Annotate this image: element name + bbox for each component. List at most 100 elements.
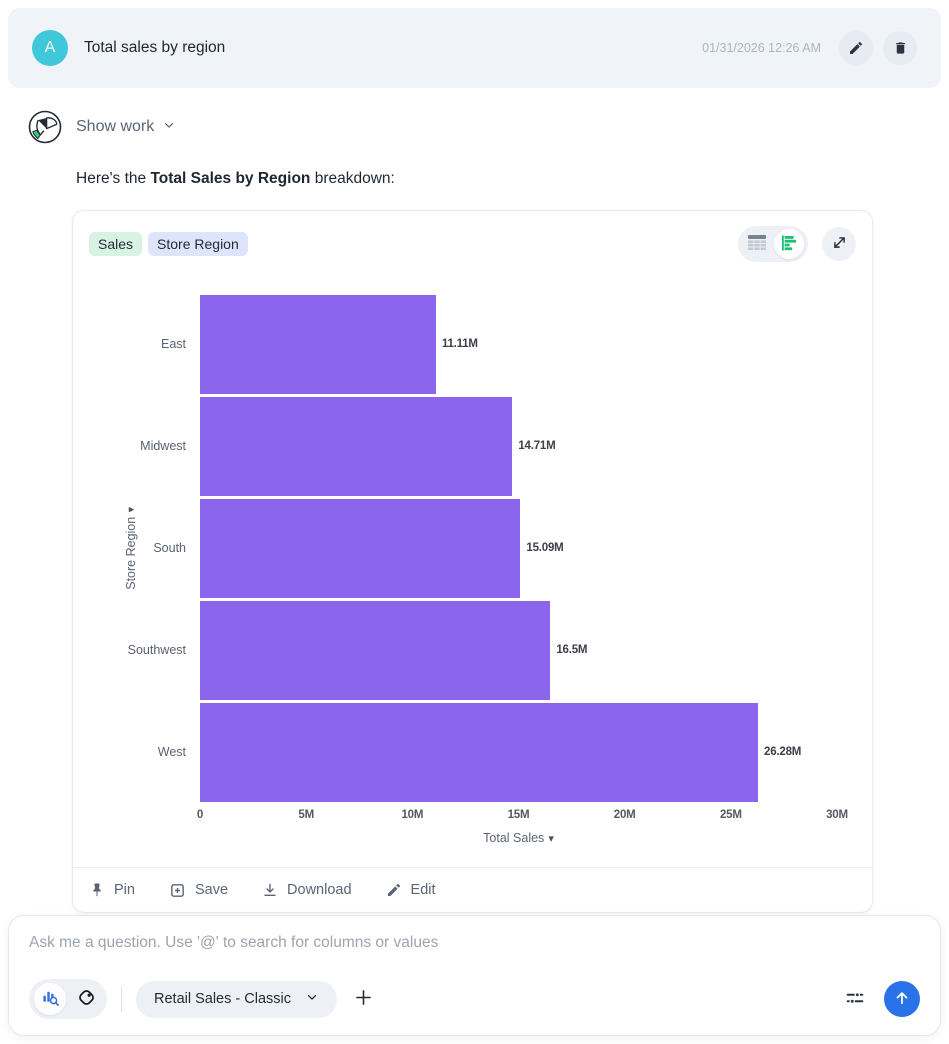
timestamp: 01/31/2026 12:26 AM (702, 41, 821, 55)
chart-row: East 11.11M (89, 293, 856, 395)
x-tick-label: 10M (401, 809, 424, 821)
expand-icon (831, 234, 848, 254)
download-icon (262, 882, 278, 898)
y-axis-title[interactable]: Store Region▸ (124, 458, 138, 638)
delete-button[interactable] (883, 31, 917, 65)
question-composer: Retail Sales - Classic (8, 915, 941, 1036)
chart-row: Midwest 14.71M (89, 395, 856, 497)
chart-search-icon (41, 988, 60, 1010)
category-label: West (157, 745, 186, 759)
pin-icon (89, 882, 105, 898)
category-label: South (153, 541, 186, 555)
x-axis-title-text: Total Sales (483, 831, 545, 845)
edit-pencil-icon (386, 882, 402, 898)
tag-store-region[interactable]: Store Region (148, 232, 248, 256)
x-tick-label: 30M (826, 809, 848, 821)
category-label: East (160, 337, 186, 351)
arrow-up-icon (893, 989, 911, 1010)
spotter-atom-icon (76, 987, 97, 1011)
show-work-button[interactable]: Show work (76, 118, 176, 137)
table-view-button[interactable] (742, 229, 772, 259)
viz-type-toggle (738, 226, 808, 262)
x-axis: Total Sales ▾ (89, 827, 856, 851)
bar-southwest[interactable] (200, 600, 551, 700)
pin-label: Pin (114, 882, 135, 898)
composer-controls: Retail Sales - Classic (29, 979, 920, 1019)
chevron-down-icon (162, 118, 176, 137)
bar-midwest[interactable] (200, 396, 513, 496)
save-label: Save (194, 882, 229, 898)
x-tick-label: 20M (613, 809, 636, 821)
value-label: 26.28M (764, 746, 802, 758)
mode-toggle (29, 979, 107, 1019)
save-icon (169, 882, 186, 899)
dataset-label: Retail Sales - Classic (154, 991, 291, 1007)
category-label: Southwest (127, 643, 186, 657)
x-axis-title[interactable]: Total Sales ▾ (200, 827, 837, 851)
assistant-message: Here's the Total Sales by Region breakdo… (76, 170, 941, 188)
table-icon (747, 234, 767, 254)
chart-view-button[interactable] (774, 229, 804, 259)
x-axis-menu-icon: ▾ (548, 833, 554, 845)
save-button[interactable]: Save (169, 882, 228, 899)
message-text: Here's the (76, 170, 151, 187)
x-axis-ticks: 0 5M 10M 15M 20M 25M 30M (89, 803, 856, 827)
chart-rows: East 11.11M Midwest 14.71M South 15.09M Southw… (89, 293, 856, 803)
send-button[interactable] (884, 981, 920, 1017)
tag-sales[interactable]: Sales (89, 232, 143, 256)
preferences-button[interactable] (844, 987, 866, 1012)
download-button[interactable]: Download (262, 882, 352, 898)
download-label: Download (287, 882, 352, 898)
value-label: 15.09M (526, 542, 564, 554)
header-actions: 01/31/2026 12:26 AM (702, 31, 917, 65)
card-header: Sales Store Region (89, 226, 856, 262)
bar-west[interactable] (200, 702, 758, 802)
x-tick-label: 5M (298, 809, 314, 821)
dataset-selector[interactable]: Retail Sales - Classic (136, 980, 337, 1018)
chevron-down-icon (305, 990, 319, 1008)
analyze-mode-button[interactable] (34, 983, 66, 1015)
show-work-label: Show work (76, 118, 155, 135)
avatar: A (32, 30, 68, 66)
edit-button[interactable]: Edit (386, 882, 436, 898)
question-input[interactable] (29, 934, 920, 952)
conversation-header: A Total sales by region 01/31/2026 12:26… (8, 8, 941, 88)
bar-track: 26.28M (200, 701, 837, 803)
x-tick-label: 25M (719, 809, 742, 821)
bar-track: 16.5M (200, 599, 837, 701)
x-tick-label: 0 (196, 809, 204, 821)
bar-south[interactable] (200, 498, 521, 598)
assistant-logo-icon (28, 110, 62, 144)
value-label: 16.5M (556, 644, 588, 656)
edit-title-button[interactable] (839, 31, 873, 65)
spotter-mode-button[interactable] (70, 983, 102, 1015)
answer-toolbar: Pin Save Download Edit (73, 867, 872, 912)
y-axis-title-text: Store Region (124, 516, 138, 590)
show-work-row: Show work (28, 110, 941, 144)
x-axis-tick-track: 0 5M 10M 15M 20M 25M 30M (196, 803, 848, 827)
trash-icon (893, 40, 908, 56)
pin-button[interactable]: Pin (89, 882, 135, 898)
chart-row: South 15.09M (89, 497, 856, 599)
add-dataset-button[interactable] (353, 987, 374, 1011)
message-bold-text: Total Sales by Region (150, 170, 311, 187)
value-label: 14.71M (518, 440, 556, 452)
chart-row: Southwest 16.5M (89, 599, 856, 701)
bar-east[interactable] (200, 294, 436, 394)
bar-track: 15.09M (200, 497, 837, 599)
bar-track: 11.11M (200, 293, 837, 395)
tune-sliders-icon (844, 987, 866, 1012)
category-label: Midwest (140, 439, 186, 453)
x-tick-label: 15M (507, 809, 530, 821)
bar-track: 14.71M (200, 395, 837, 497)
message-text-suffix: breakdown: (310, 170, 395, 187)
divider (121, 986, 122, 1012)
chart: Store Region▸ East 11.11M Midwest 14.71M Sou… (89, 293, 856, 851)
answer-card: Sales Store Region (72, 210, 873, 913)
edit-label: Edit (410, 882, 436, 898)
expand-button[interactable] (822, 227, 856, 261)
chart-row: West 26.28M (89, 701, 856, 803)
y-axis-sort-icon: ▸ (128, 503, 135, 516)
bar-chart-icon (780, 234, 798, 255)
